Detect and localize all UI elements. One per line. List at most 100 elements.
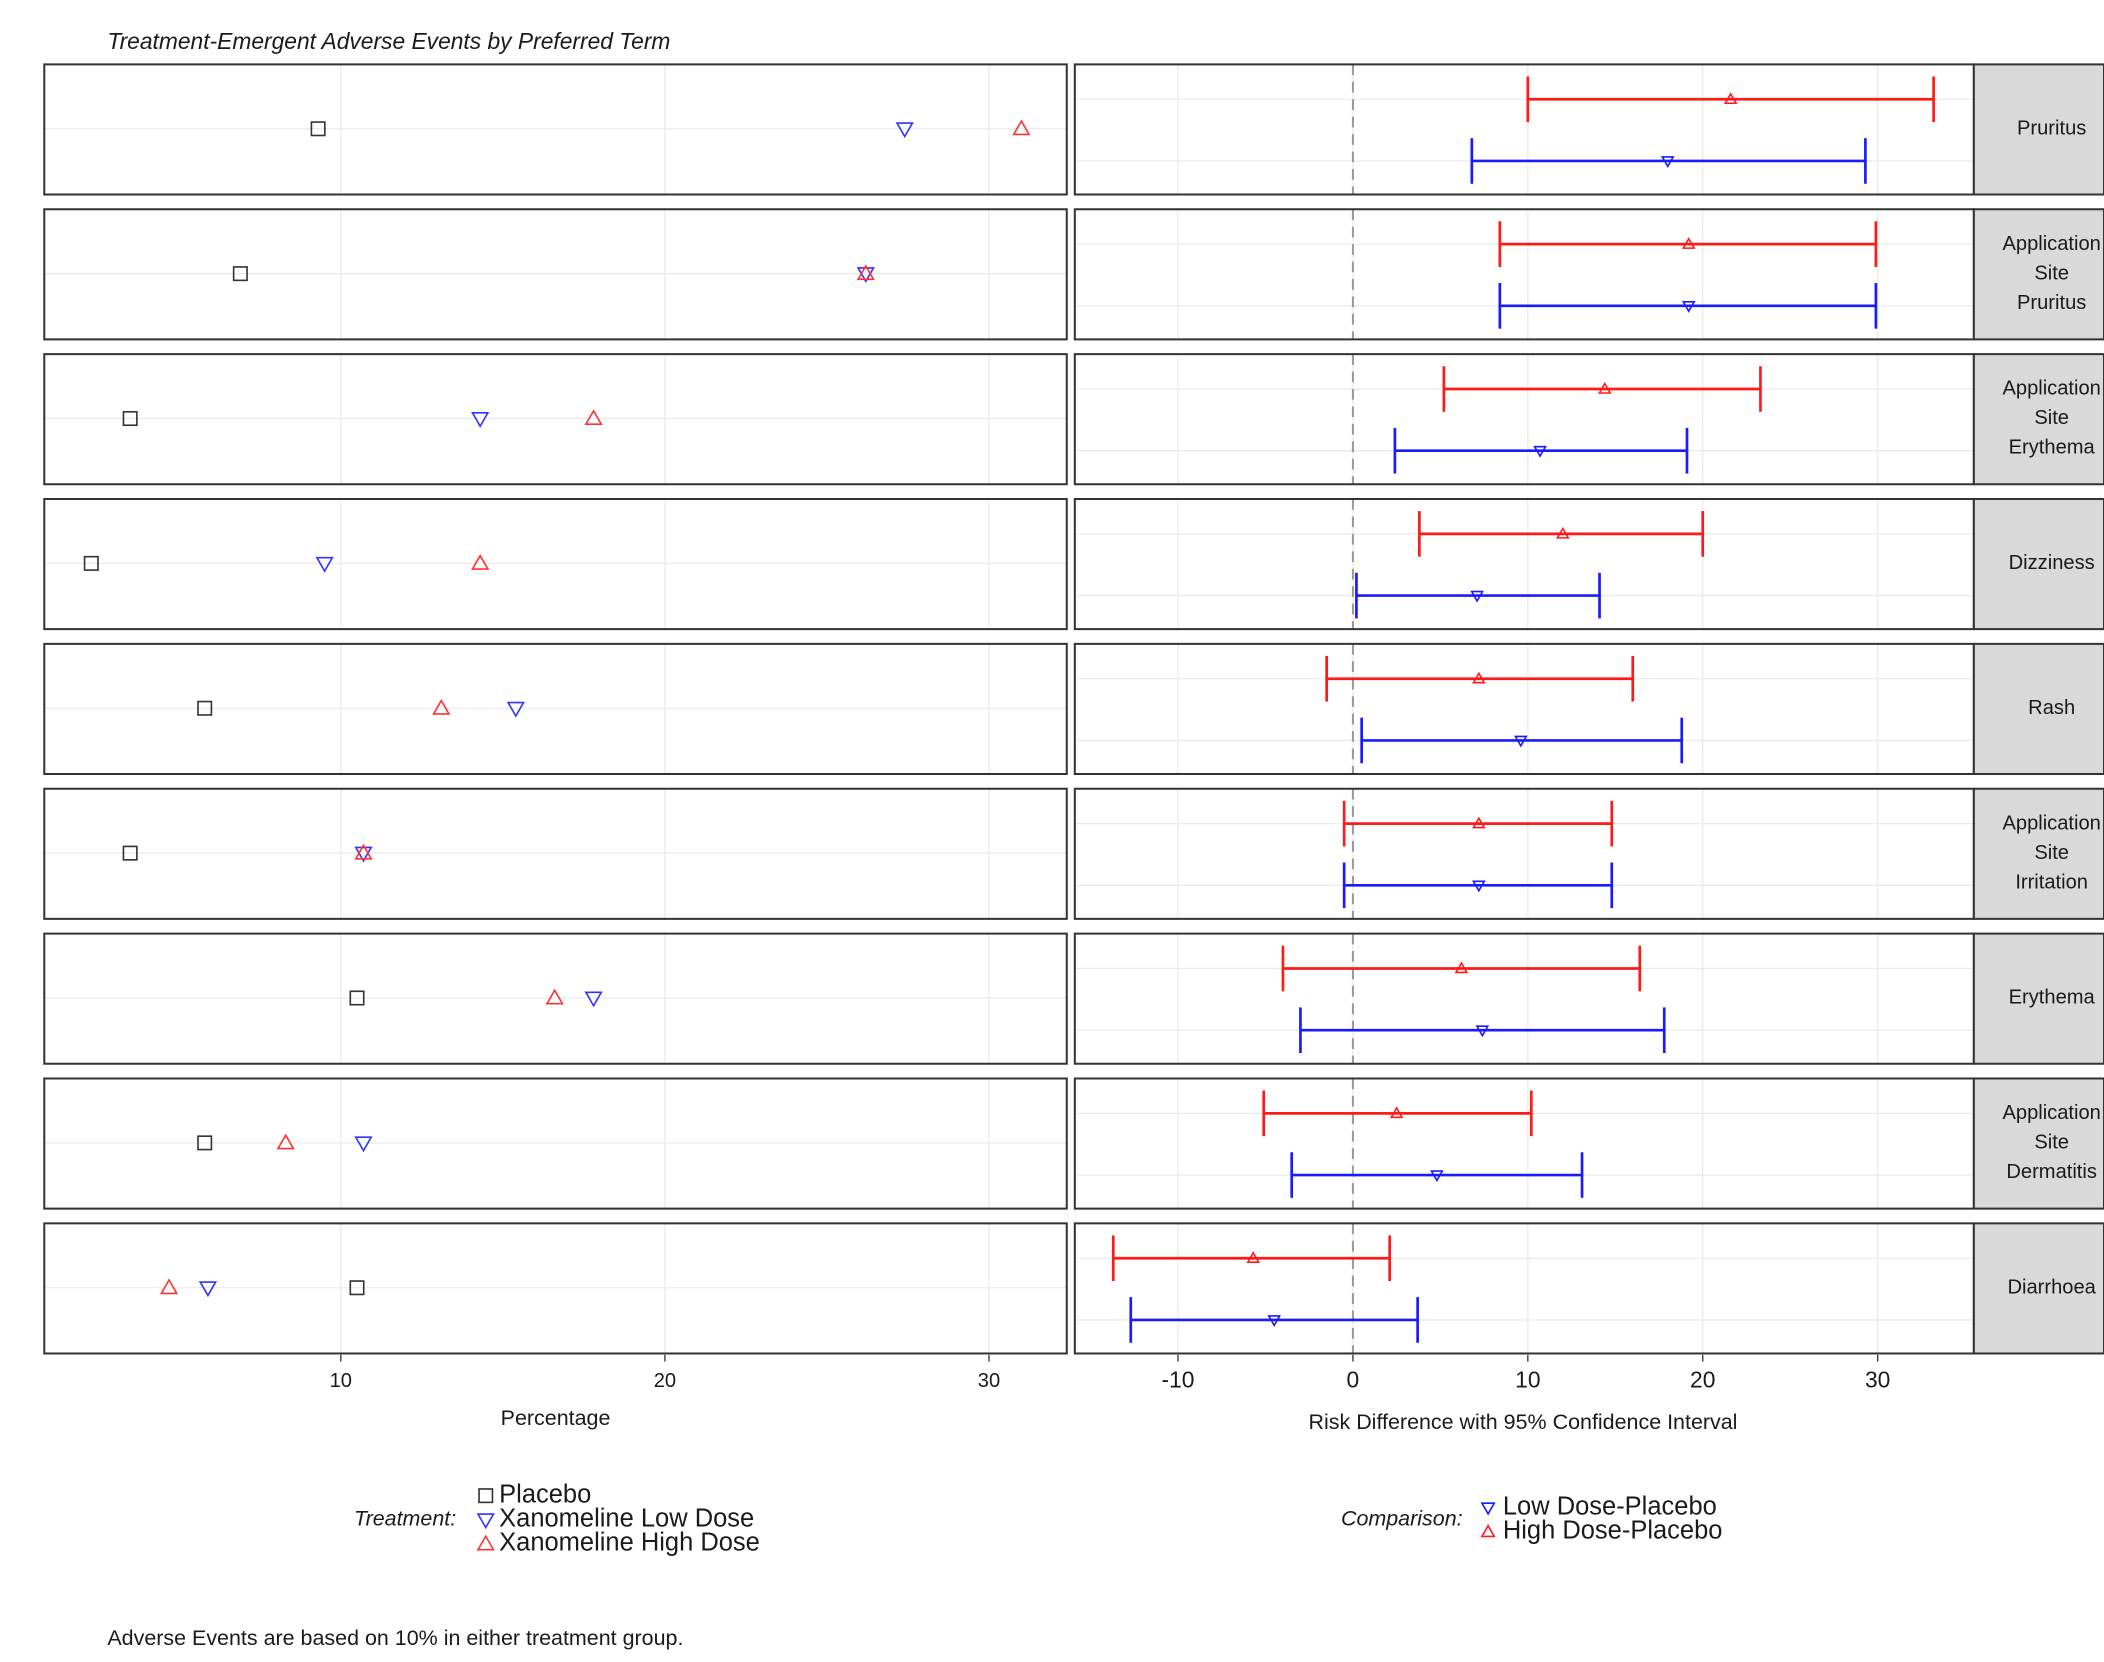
strip-label-group: Application Site Dermatitis [2002, 1102, 2100, 1183]
panel-border [1073, 787, 1975, 920]
point-estimate [1246, 1251, 1261, 1264]
legend-symbol [478, 1488, 494, 1504]
point-estimate [1472, 816, 1486, 829]
dot-marker [545, 988, 564, 1005]
strip-label: Application Site Irritation [2002, 813, 2100, 894]
panel-border [43, 497, 1068, 631]
dot-marker [310, 121, 326, 137]
x-tick-label: 30 [978, 1370, 1000, 1392]
panel-border [1073, 1077, 1975, 1210]
strip-label-line: Erythema [2009, 437, 2096, 459]
x-tick-label: 30 [1865, 1367, 1890, 1393]
strip-label-line: Site [2034, 842, 2069, 864]
dot-marker [122, 411, 138, 427]
strip-label-group: Pruritus [2017, 118, 2086, 140]
strip-label: Pruritus [2017, 118, 2086, 140]
point-estimate [1472, 880, 1486, 893]
strip-label-group: Application Site Irritation [2002, 813, 2100, 894]
dot-marker [584, 991, 603, 1008]
panel-border [1073, 1222, 1975, 1355]
legend-label: Xanomeline Low Dose [499, 1505, 754, 1533]
point-estimate [1660, 156, 1675, 168]
dot-marker [584, 409, 603, 426]
strip-label-line: Pruritus [2017, 292, 2086, 314]
dot-marker [349, 1280, 365, 1296]
strip-label: Dizziness [2009, 552, 2095, 574]
dot-marker [197, 700, 213, 716]
panel-border [43, 63, 1068, 196]
panel-border [43, 1077, 1068, 1210]
strip-label-group: Dizziness [2009, 552, 2095, 574]
dot-marker [471, 412, 490, 428]
dot-marker [354, 1136, 373, 1153]
dot-marker [159, 1278, 179, 1295]
strip-label-line: Site [2034, 263, 2069, 285]
x-axis-label: Risk Difference with 95% Confidence Inte… [1309, 1410, 1738, 1434]
panel-border [43, 642, 1068, 775]
strip [1972, 208, 2104, 341]
x-tick-label: 0 [1347, 1367, 1360, 1393]
dot-marker [856, 264, 875, 281]
footnote: Adverse Events are based on 10% in eithe… [107, 1626, 683, 1650]
legend-label: Placebo [499, 1480, 591, 1508]
point-estimate [1514, 735, 1528, 748]
panel-border [43, 208, 1068, 341]
dot-marker [83, 555, 99, 571]
point-estimate [1389, 1106, 1404, 1119]
strip-label-line: Dermatitis [2006, 1161, 2097, 1183]
legend-symbol [476, 1513, 495, 1530]
point-estimate [1681, 237, 1696, 249]
strip-label-line: Site [2034, 1132, 2069, 1154]
panel-border [1073, 353, 1975, 486]
legend-symbol [1480, 1502, 1496, 1516]
x-tick-label: 10 [330, 1370, 352, 1392]
legend-label: Xanomeline High Dose [499, 1529, 760, 1557]
strip [1972, 932, 2104, 1065]
dot-marker [432, 698, 451, 715]
strip [1972, 353, 2104, 486]
strip [1972, 787, 2104, 920]
strip-label-line: Pruritus [2017, 118, 2086, 140]
dot-marker [506, 701, 525, 718]
dot-marker [197, 1135, 213, 1151]
panel-border [1073, 642, 1975, 775]
point-estimate [1267, 1315, 1281, 1327]
strip-label-line: Dizziness [2009, 552, 2095, 574]
legend-symbol [1480, 1524, 1496, 1538]
strip-label-line: Erythema [2009, 987, 2096, 1009]
dot-marker [856, 267, 875, 283]
strip-label-line: Diarrhoea [2008, 1277, 2097, 1299]
strip-label-line: Application [2002, 378, 2100, 400]
strip-label-line: Site [2034, 408, 2069, 430]
point-estimate [1454, 961, 1469, 974]
legend-title: Comparison: [1341, 1506, 1463, 1530]
strip-label: Application Site Erythema [2002, 378, 2100, 459]
dot-marker [471, 554, 490, 570]
strip-label: Rash [2028, 697, 2075, 719]
legend-symbol [476, 1534, 495, 1551]
point-estimate [1681, 301, 1696, 313]
point-estimate [1470, 590, 1484, 603]
point-estimate [1430, 1170, 1444, 1183]
strip-label: Diarrhoea [2008, 1277, 2097, 1299]
legend-label: Low Dose-Placebo [1503, 1492, 1717, 1520]
panel-border [43, 353, 1068, 486]
strip-label-group: Rash [2028, 697, 2075, 719]
point-estimate [1556, 526, 1570, 539]
strip-label-group: Erythema [2009, 987, 2096, 1009]
strip [1972, 1222, 2104, 1355]
strip-label-line: Irritation [2015, 872, 2088, 894]
strip [1972, 497, 2104, 631]
x-tick-label: 20 [654, 1370, 676, 1392]
point-estimate [1472, 671, 1486, 684]
x-tick-label: -10 [1162, 1367, 1195, 1393]
point-estimate [1597, 381, 1612, 394]
strip-label-line: Application [2002, 233, 2100, 255]
legend-title: Treatment: [354, 1506, 456, 1530]
dot-marker [895, 122, 914, 139]
panel-border [43, 932, 1068, 1065]
panel-border [43, 787, 1068, 920]
panel-border [1073, 932, 1975, 1065]
strip-label-line: Rash [2028, 697, 2075, 719]
